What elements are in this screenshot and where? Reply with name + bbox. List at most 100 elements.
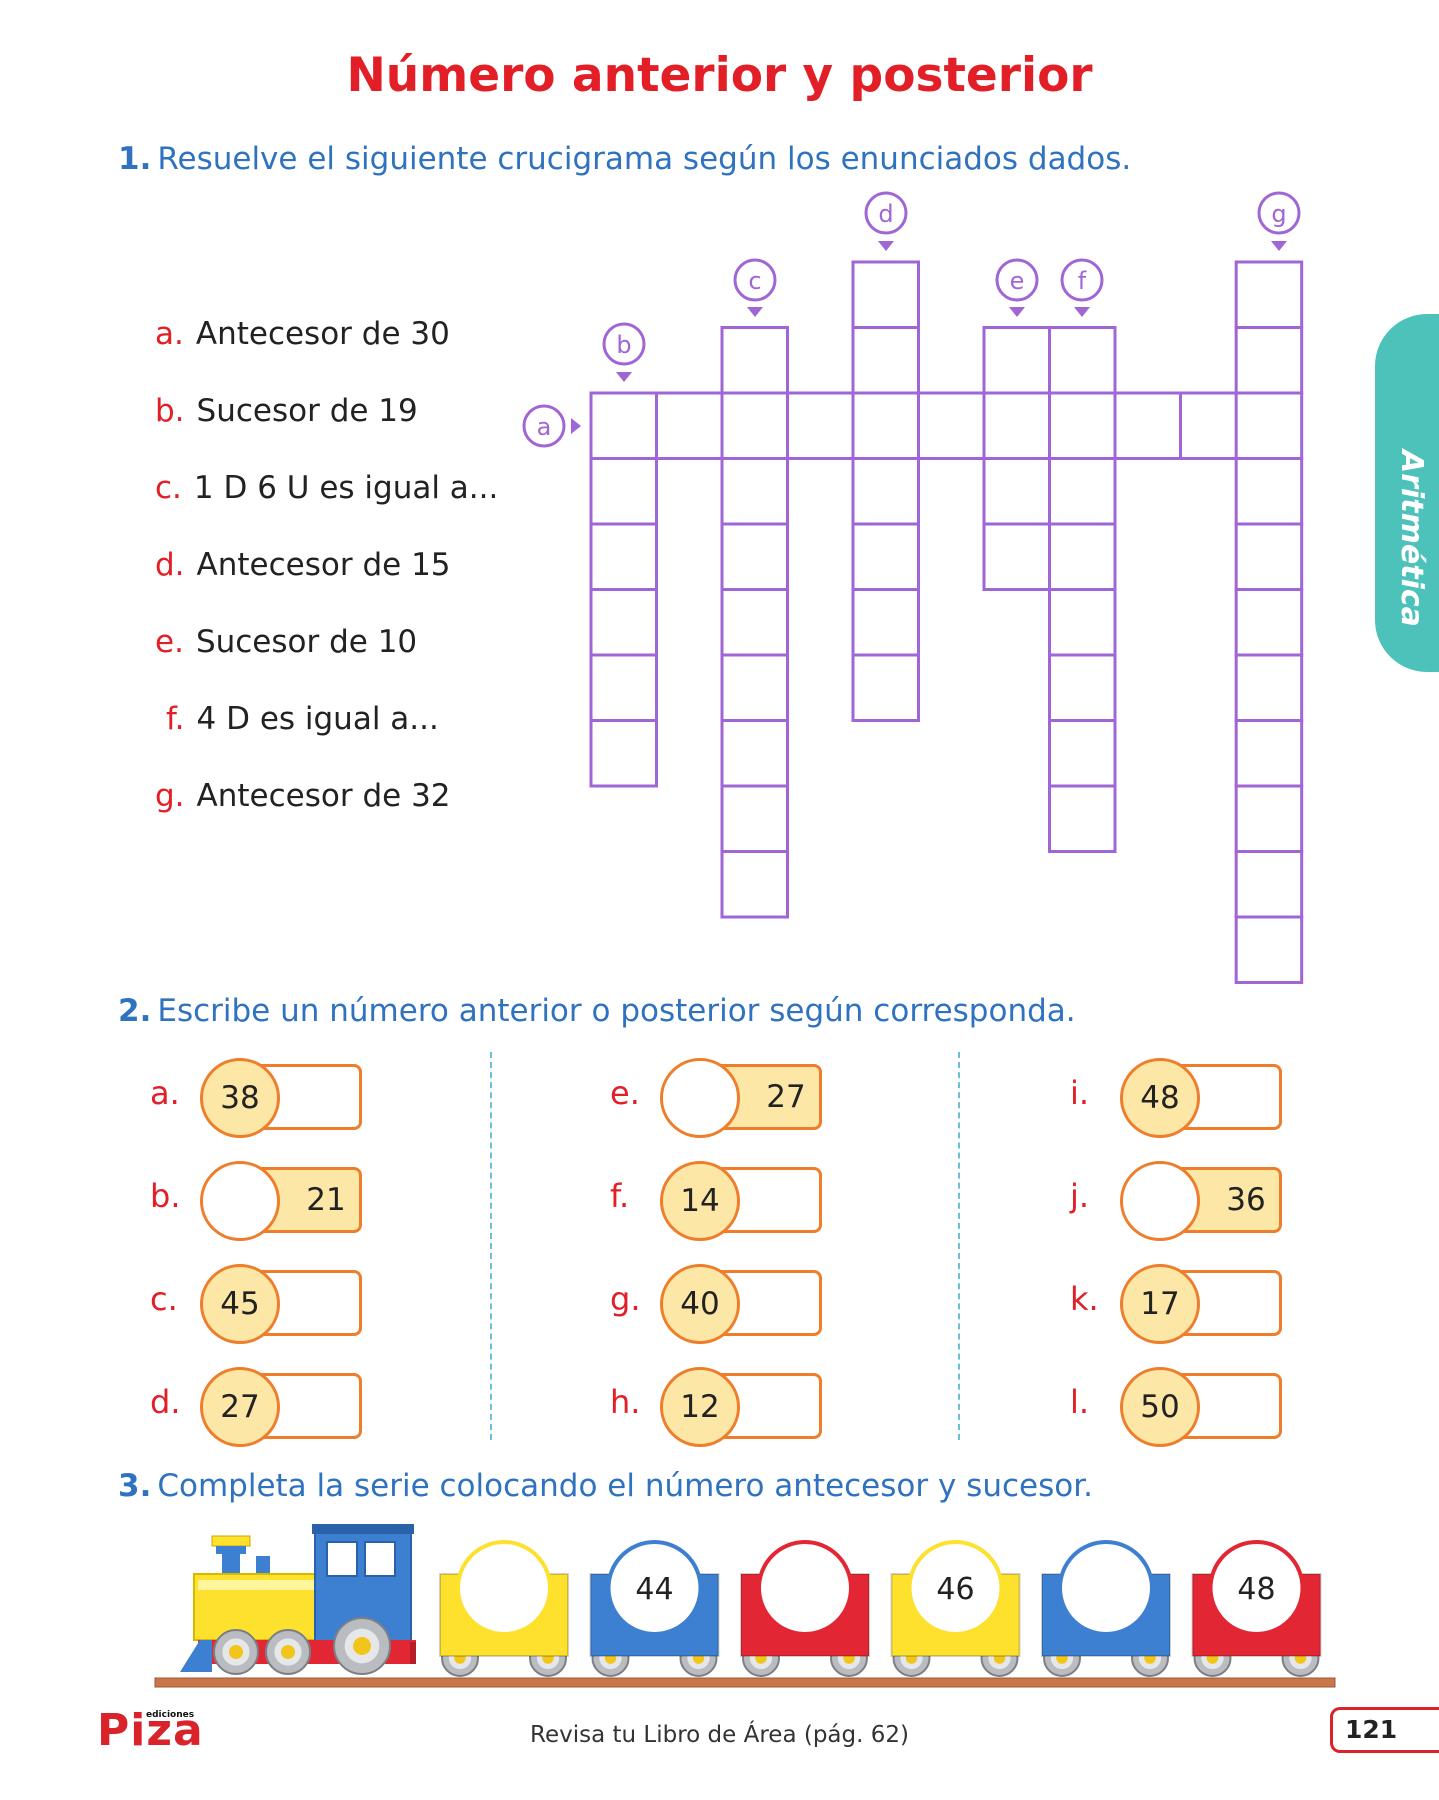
marker-g-label: g xyxy=(1271,200,1286,228)
crossword-cell[interactable] xyxy=(1048,522,1117,591)
crossword-cell[interactable] xyxy=(851,457,920,526)
car-answer-circle[interactable] xyxy=(1058,1540,1154,1636)
car-answer-circle[interactable] xyxy=(757,1540,853,1636)
crossword-cell[interactable] xyxy=(1234,260,1304,329)
car-number: 46 xyxy=(936,1572,974,1607)
crossword-cell[interactable] xyxy=(1048,588,1117,657)
crossword-cell[interactable] xyxy=(851,522,920,591)
car-number: 44 xyxy=(635,1572,673,1607)
clue-letter: c. xyxy=(155,470,182,506)
crossword-cell[interactable] xyxy=(720,457,789,526)
item-label: k. xyxy=(1070,1280,1099,1318)
crossword-cell[interactable] xyxy=(720,326,789,395)
given-number-circle: 48 xyxy=(1120,1058,1200,1138)
car-number: 48 xyxy=(1237,1572,1275,1607)
clue-d: d. Antecesor de 15 xyxy=(155,547,451,583)
answer-circle[interactable] xyxy=(1120,1161,1200,1241)
item-label: a. xyxy=(150,1074,180,1112)
crossword-cell[interactable] xyxy=(589,719,658,788)
crossword-cell[interactable] xyxy=(1234,653,1304,722)
given-number: 36 xyxy=(1226,1182,1266,1218)
item-label: i. xyxy=(1070,1074,1090,1112)
crossword-cell[interactable] xyxy=(720,522,789,591)
crossword-cell[interactable] xyxy=(589,588,658,657)
marker-f: f xyxy=(1060,258,1104,317)
crossword-cell[interactable] xyxy=(1048,391,1117,460)
item-label: d. xyxy=(150,1383,181,1421)
crossword-cell[interactable] xyxy=(1048,326,1117,395)
crossword-cell[interactable] xyxy=(1048,784,1117,853)
exercise-2-heading: 2. Escribe un número anterior o posterior… xyxy=(118,993,1076,1029)
crossword-cell[interactable] xyxy=(1234,391,1304,460)
crossword-cell[interactable] xyxy=(851,653,920,722)
crossword-cell[interactable] xyxy=(589,522,658,591)
crossword-cell[interactable] xyxy=(1234,915,1304,984)
clue-a: a. Antecesor de 30 xyxy=(155,316,450,352)
car-number-circle xyxy=(606,1540,703,1636)
given-number: 27 xyxy=(766,1079,806,1115)
crossword-cell[interactable] xyxy=(982,522,1051,591)
clue-text: Antecesor de 30 xyxy=(195,316,450,352)
crossword-cell[interactable] xyxy=(1234,326,1304,395)
car-answer-circle[interactable] xyxy=(456,1540,552,1636)
clue-b: b. Sucesor de 19 xyxy=(155,393,418,429)
clue-f: f. 4 D es igual a... xyxy=(166,701,439,737)
clue-text: Sucesor de 10 xyxy=(195,624,418,660)
exercise-3-heading: 3. Completa la serie colocando el número … xyxy=(118,1468,1093,1504)
crossword-cell[interactable] xyxy=(1234,719,1304,788)
exercise-2-instruction: Escribe un número anterior o posterior s… xyxy=(157,993,1076,1029)
crossword-cell[interactable] xyxy=(1234,850,1304,919)
train-car: 46 xyxy=(890,1540,1021,1657)
crossword-cell[interactable] xyxy=(982,391,1051,460)
crossword-cell[interactable] xyxy=(786,391,855,460)
clue-letter: b. xyxy=(155,393,185,429)
given-number-circle: 45 xyxy=(200,1264,280,1344)
train-cars: 44 46 48 xyxy=(439,1540,1322,1657)
marker-d: d xyxy=(864,191,908,251)
crossword-cell[interactable] xyxy=(720,653,789,722)
crossword-cell[interactable] xyxy=(1113,391,1182,460)
crossword-cell[interactable] xyxy=(851,588,920,657)
crossword-cell[interactable] xyxy=(1234,457,1304,526)
crossword-cell[interactable] xyxy=(982,326,1051,395)
exercise-2-number: 2. xyxy=(118,993,152,1029)
crossword-cell[interactable] xyxy=(589,457,658,526)
marker-f-label: f xyxy=(1078,267,1087,295)
crossword-cell[interactable] xyxy=(851,326,920,395)
item-label: h. xyxy=(610,1383,641,1421)
crossword-cell[interactable] xyxy=(851,260,920,329)
crossword-cell[interactable] xyxy=(589,391,658,460)
crossword-cell[interactable] xyxy=(851,391,920,460)
answer-circle[interactable] xyxy=(660,1058,740,1138)
marker-g: g xyxy=(1257,191,1301,251)
crossword-cell[interactable] xyxy=(1048,457,1117,526)
crossword-cell[interactable] xyxy=(720,588,789,657)
crossword-cell[interactable] xyxy=(589,653,658,722)
crossword-cell[interactable] xyxy=(1234,588,1304,657)
crossword-cell[interactable] xyxy=(1234,522,1304,591)
crossword-cell[interactable] xyxy=(655,391,724,460)
section-tab xyxy=(1375,314,1439,672)
clue-letter: d. xyxy=(155,547,185,583)
car-number-circle xyxy=(1208,1540,1305,1636)
crossword-cell[interactable] xyxy=(720,850,789,919)
clue-e: e. Sucesor de 10 xyxy=(155,624,417,660)
clue-letter: a. xyxy=(155,316,184,352)
clue-letter: g. xyxy=(155,778,185,814)
marker-a-label: a xyxy=(537,413,552,441)
answer-circle[interactable] xyxy=(200,1161,280,1241)
crossword-cell[interactable] xyxy=(917,391,986,460)
exercise-1-number: 1. xyxy=(118,141,152,177)
crossword-cell[interactable] xyxy=(720,391,789,460)
crossword-cell[interactable] xyxy=(1234,784,1304,853)
crossword-cell[interactable] xyxy=(1048,653,1117,722)
crossword-cell[interactable] xyxy=(1048,719,1117,788)
marker-e-label: e xyxy=(1010,267,1025,295)
exercise-1-instruction: Resuelve el siguiente crucigrama según l… xyxy=(157,141,1132,177)
crossword-cell[interactable] xyxy=(720,719,789,788)
exercise-1-heading: 1. Resuelve el siguiente crucigrama según… xyxy=(118,141,1131,177)
crossword-cell[interactable] xyxy=(720,784,789,853)
item-label: c. xyxy=(150,1280,178,1318)
crossword-cell[interactable] xyxy=(982,457,1051,526)
item-label: f. xyxy=(610,1177,630,1215)
